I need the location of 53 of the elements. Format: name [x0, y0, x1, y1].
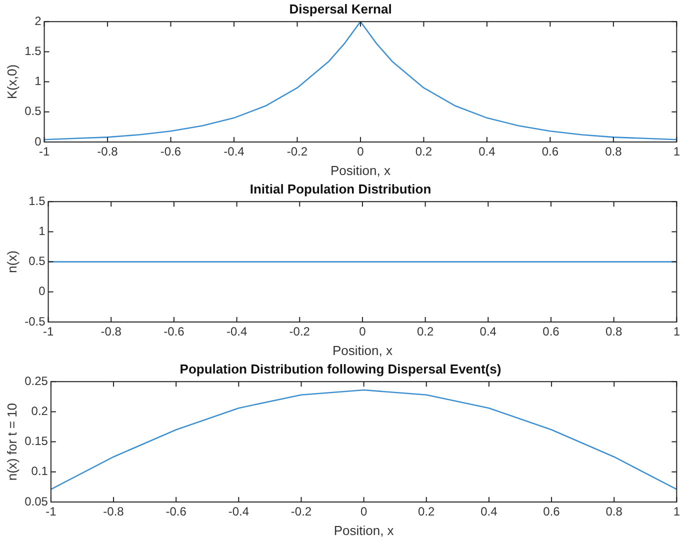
- x-tick-label: 0: [360, 504, 368, 519]
- x-tick-label: 0.8: [605, 144, 622, 159]
- y-tick-label: 0.1: [31, 464, 48, 478]
- x-tick-label: -0.6: [164, 324, 185, 339]
- x-tick-label: 0: [357, 144, 364, 159]
- x-tick-label: -0.8: [97, 144, 118, 159]
- y-tick-label: 0.2: [31, 404, 48, 418]
- x-tick-label: 0: [359, 324, 366, 339]
- x-tick-label: -0.2: [289, 324, 310, 339]
- y-tick-label: 1: [34, 74, 42, 88]
- x-tick-label: 0.4: [480, 504, 498, 519]
- x-tick-label: 0.8: [606, 504, 623, 519]
- y-tick-label: 1: [38, 224, 46, 238]
- y-tick-label: 0.5: [28, 254, 46, 268]
- y-axis-title: K(x,0): [4, 64, 20, 100]
- y-tick-label: 0.25: [24, 374, 48, 388]
- x-tick-label: 1: [673, 504, 680, 519]
- x-tick-label: -0.2: [290, 504, 312, 519]
- x-tick-label: 0.2: [416, 324, 434, 339]
- x-tick-label: 0.6: [543, 504, 560, 519]
- x-tick-label: 0.4: [480, 324, 497, 339]
- x-tick-label: 1: [673, 324, 680, 339]
- x-tick-label: 0.6: [542, 144, 559, 159]
- chart-title: Population Distribution following Dispersal Event(s): [180, 361, 502, 376]
- y-tick-label: 0: [38, 284, 46, 298]
- x-tick-label: -0.4: [224, 144, 245, 159]
- x-tick-label: 0.6: [542, 324, 560, 339]
- x-tick-label: -0.8: [103, 504, 124, 519]
- x-tick-label: 1: [673, 144, 680, 159]
- x-tick-label: -0.4: [226, 324, 248, 339]
- y-tick-label: 1.5: [24, 44, 42, 58]
- x-tick-label: -1: [46, 504, 57, 519]
- x-axis-title: Position, x: [330, 162, 391, 178]
- y-axis-title: n(x) for t = 10: [4, 402, 20, 481]
- y-tick-label: 0.15: [24, 434, 48, 448]
- x-tick-label: -0.6: [160, 144, 182, 159]
- chart-title: Dispersal Kernal: [289, 1, 392, 16]
- x-axis-title: Position, x: [334, 522, 394, 538]
- y-tick-label: 1.5: [28, 194, 46, 208]
- x-tick-label: 0.8: [605, 324, 622, 339]
- x-tick-label: 0.2: [418, 504, 436, 519]
- x-tick-label: -0.6: [166, 504, 187, 519]
- x-tick-label: 0.4: [478, 144, 496, 159]
- x-axis-title: Position, x: [332, 342, 393, 358]
- y-tick-label: 2: [34, 14, 42, 28]
- x-tick-label: -0.8: [100, 324, 122, 339]
- x-tick-label: 0.2: [415, 144, 432, 159]
- y-axis-title: n(x): [4, 250, 20, 273]
- x-tick-label: -0.4: [228, 504, 250, 519]
- chart-title: Initial Population Distribution: [250, 181, 432, 196]
- y-tick-label: 0.5: [24, 104, 42, 118]
- x-tick-label: -0.2: [286, 144, 308, 159]
- y-tick-label: 0.05: [24, 494, 48, 508]
